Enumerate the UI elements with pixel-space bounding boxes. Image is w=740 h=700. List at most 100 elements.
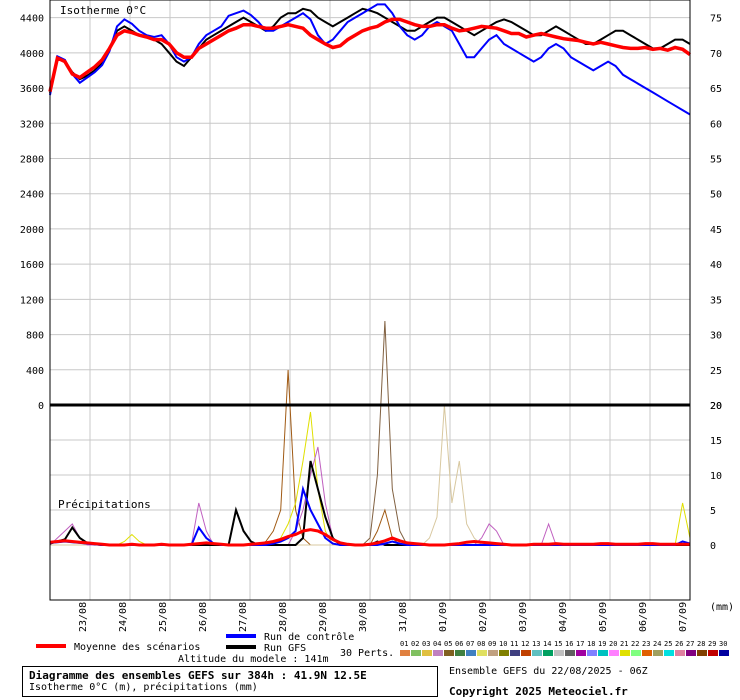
pert-number: 16: [565, 640, 573, 648]
y-tick-right: 20: [710, 401, 722, 412]
pert-number: 08: [477, 640, 485, 648]
pert-number: 21: [620, 640, 628, 648]
perturbation-legend: 01 02 03 04 05 06 07 08 09 10 11 12 13 14 15 16 17 18 19 20…: [400, 640, 729, 656]
pert-number: 20: [609, 640, 617, 648]
pert-number: 24: [653, 640, 661, 648]
pert-color-swatch: [466, 650, 476, 656]
y-tick-left: 3600: [20, 84, 44, 95]
y-tick-left: 0: [38, 401, 44, 412]
y-tick-left: 3200: [20, 119, 44, 130]
x-tick-label: 24/08: [118, 602, 129, 632]
pert-color-swatch: [444, 650, 454, 656]
legend-mean-label: Moyenne des scénarios: [74, 641, 200, 653]
precipitation-series: [49, 320, 691, 547]
pert-color-swatch: [554, 650, 564, 656]
pert-color-swatch: [488, 650, 498, 656]
y-tick-right: 25: [710, 366, 722, 377]
x-tick-label: 01/09: [438, 602, 449, 632]
x-tick-label: 28/08: [278, 602, 289, 632]
x-tick-label: 23/08: [78, 602, 89, 632]
precip-mean-line: [49, 528, 690, 547]
y-tick-right: 35: [710, 295, 722, 306]
unit-label: (mm): [710, 602, 734, 613]
pert-number: 28: [697, 640, 705, 648]
y-tick-left: 2400: [20, 190, 44, 201]
precip-tick-right: 10: [710, 471, 722, 482]
pert-number: 22: [631, 640, 639, 648]
pert-color-swatch: [664, 650, 674, 656]
pert-number: 29: [708, 640, 716, 648]
precip-tick-right: 0: [710, 541, 716, 552]
pert-number: 19: [598, 640, 606, 648]
copyright-label: Copyright 2025 Meteociel.fr: [449, 685, 628, 698]
pert-color-swatch: [499, 650, 509, 656]
x-tick-label: 04/09: [558, 602, 569, 632]
pert-color-swatch: [576, 650, 586, 656]
pert-color-swatch: [521, 650, 531, 656]
pert-color-swatch: [697, 650, 707, 656]
x-tick-label: 29/08: [318, 602, 329, 632]
pert-number: 07: [466, 640, 474, 648]
pert-color-swatch: [422, 650, 432, 656]
pert-color-swatch: [543, 650, 553, 656]
x-tick-label: 07/09: [678, 602, 689, 632]
y-tick-left: 400: [26, 366, 44, 377]
pert-color-swatch: [400, 650, 410, 656]
precip-tick-right: 20: [710, 401, 722, 412]
y-tick-right: 70: [710, 49, 722, 60]
y-tick-left: 2800: [20, 154, 44, 165]
pert-number: 03: [422, 640, 430, 648]
pert-number: 17: [576, 640, 584, 648]
y-tick-right: 30: [710, 331, 722, 342]
x-tick-label: 05/09: [598, 602, 609, 632]
pert-number: 04: [433, 640, 441, 648]
pert-number: 06: [455, 640, 463, 648]
pert-color-swatch: [631, 650, 641, 656]
pert-number: 05: [444, 640, 452, 648]
legend: Moyenne des scénarios Run de contrôle Ru…: [36, 631, 729, 659]
diagram-subtitle: Isotherme 0°C (m), précipitations (mm): [29, 682, 258, 693]
x-tick-label: 03/09: [518, 602, 529, 632]
upper-grid: [50, 0, 691, 405]
isotherm-control-line: [49, 3, 691, 116]
pert-number: 14: [543, 640, 551, 648]
legend-control-label: Run de contrôle: [264, 631, 354, 643]
ensemble-run-label: Ensemble GEFS du 22/08/2025 - 06Z: [449, 666, 648, 677]
pert-color-swatch: [642, 650, 652, 656]
pert-number: 10: [499, 640, 507, 648]
pert-color-swatch: [598, 650, 608, 656]
pert-color-swatch: [565, 650, 575, 656]
pert-color-swatch: [411, 650, 421, 656]
isotherm-mean-line: [48, 17, 692, 92]
y-tick-right: 65: [710, 84, 722, 95]
x-tick-label: 31/08: [398, 602, 409, 632]
pert-number: 01: [400, 640, 408, 648]
x-tick-label: 06/09: [638, 602, 649, 632]
pert-color-swatch: [510, 650, 520, 656]
pert-number: 26: [675, 640, 683, 648]
legend-gfs-label: Run GFS: [264, 643, 306, 654]
chart-axes: [49, 0, 691, 601]
pert-color-swatch: [620, 650, 630, 656]
model-altitude: Altitude du modele : 141m: [178, 654, 329, 665]
pert-color-swatch: [587, 650, 597, 656]
pert-color-swatch: [455, 650, 465, 656]
y-tick-left: 1600: [20, 260, 44, 271]
legend-perts-label: 30 Perts.: [340, 648, 394, 659]
y-tick-right: 55: [710, 154, 722, 165]
y-tick-left: 800: [26, 331, 44, 342]
tick-labels: 23/08 24/08 25/08 26/08 27/08 28/08 29/08 30/08…: [20, 14, 722, 632]
pert-color-swatch: [653, 650, 663, 656]
pert-color-swatch: [686, 650, 696, 656]
pert-number: 09: [488, 640, 496, 648]
x-tick-label: 26/08: [198, 602, 209, 632]
precip-tick-right: 15: [710, 436, 722, 447]
plot-frame: [49, 0, 691, 601]
pert-number: 27: [686, 640, 694, 648]
x-tick-label: 30/08: [358, 602, 369, 632]
pert-number: 11: [510, 640, 518, 648]
y-tick-right: 60: [710, 119, 722, 130]
precip-tick-right: 5: [710, 506, 716, 517]
x-tick-label: 25/08: [158, 602, 169, 632]
